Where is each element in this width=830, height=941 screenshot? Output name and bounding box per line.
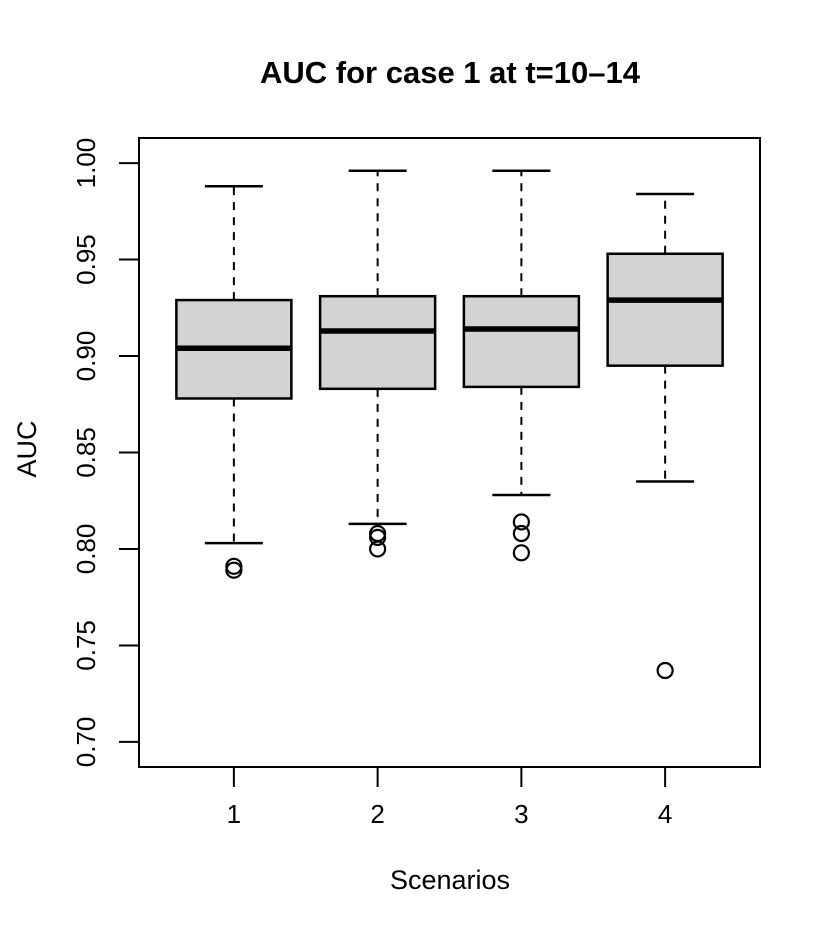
- outlier-point: [512, 513, 530, 531]
- x-tick-label: 3: [514, 799, 528, 829]
- iqr-box: [606, 252, 724, 367]
- y-tick-label: 0.70: [71, 717, 101, 768]
- outlier-point: [225, 561, 243, 579]
- x-axis-label: Scenarios: [390, 865, 510, 895]
- outlier-point: [512, 544, 530, 562]
- x-tick-label: 4: [658, 799, 672, 829]
- y-tick-label: 0.80: [71, 524, 101, 575]
- outlier-point: [369, 528, 387, 546]
- y-tick-label: 0.95: [71, 234, 101, 285]
- boxplot-series: [175, 169, 724, 680]
- outlier-point: [512, 524, 530, 543]
- y-axis: 0.70 0.75 0.80 0.85 0.90 0.95 1.00: [71, 138, 139, 767]
- y-tick-label: 0.90: [71, 331, 101, 382]
- y-tick-label: 0.75: [71, 620, 101, 671]
- box-group-scenario-1: [175, 184, 293, 579]
- x-tick-label: 2: [370, 799, 384, 829]
- y-tick-label: 0.85: [71, 427, 101, 478]
- iqr-box: [462, 294, 581, 389]
- plot-frame: [138, 137, 761, 768]
- box-group-scenario-4: [606, 192, 724, 680]
- chart-title: AUC for case 1 at t=10–14: [260, 55, 641, 90]
- y-axis-label: AUC: [12, 420, 42, 477]
- y-tick-label: 1.00: [71, 138, 101, 189]
- iqr-box: [318, 294, 437, 391]
- box-group-scenario-3: [462, 169, 581, 562]
- x-tick-label: 1: [227, 799, 241, 829]
- x-axis: 1 2 3 4: [227, 767, 672, 829]
- box-group-scenario-2: [318, 169, 437, 558]
- outlier-point: [656, 661, 674, 680]
- outlier-point: [369, 540, 387, 558]
